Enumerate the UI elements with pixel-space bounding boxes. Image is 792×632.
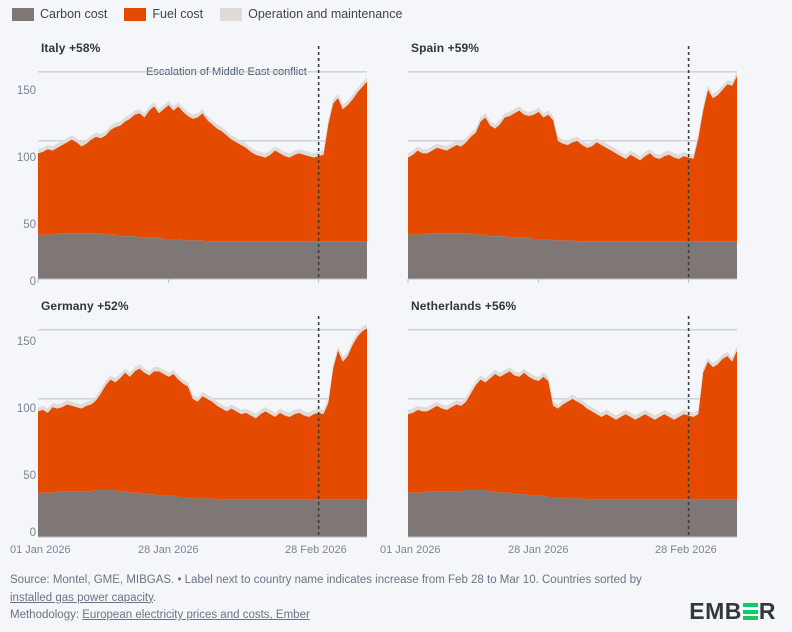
legend-label-operation-maintenance: Operation and maintenance [248,7,403,21]
legend-label-fuel-cost: Fuel cost [152,7,204,21]
panel-title-italy: Italy +58% [41,41,101,55]
y-tick-label-150-italy: 150 [16,85,36,97]
y-tick-label-50-italy: 50 [23,219,36,231]
x-tick-label-right-0: 01 Jan 2026 [380,544,441,556]
footer-attribution: Source: Montel, GME, MIBGAS. • Label nex… [10,572,670,625]
chart-panel-germany [38,316,367,538]
footer-methodology-prefix: Methodology: [10,609,83,621]
footer-source-line: Source: Montel, GME, MIBGAS. • Label nex… [10,574,627,586]
area-series-fuel [408,75,737,242]
panel-title-netherlands: Netherlands +56% [411,299,517,313]
chart-panel-italy [37,46,367,283]
panel-title-spain: Spain +59% [411,41,480,55]
legend-swatch-operation-maintenance [220,7,243,21]
panel-title-germany: Germany +52% [41,299,129,313]
ember-logo-text-part2: R [758,598,776,624]
chart-panel-netherlands [408,316,737,538]
area-series-carbon [38,490,367,537]
chart-legend: Carbon cost Fuel cost Operation and main… [12,7,412,21]
x-tick-label-left-1: 28 Jan 2026 [138,544,199,556]
y-tick-label-150-germany: 150 [16,336,36,348]
legend-label-carbon-cost: Carbon cost [40,7,108,21]
area-series-carbon [408,490,737,537]
legend-item-carbon-cost: Carbon cost [12,7,107,21]
ember-logo-e-icon [742,603,758,620]
legend-swatch-fuel-cost [124,7,147,21]
x-tick-label-right-1: 28 Jan 2026 [508,544,569,556]
area-series-fuel [38,81,367,242]
area-series-carbon [38,233,367,279]
y-tick-label-100-germany: 100 [16,403,36,415]
ember-logo: EMB R [689,598,776,625]
legend-item-fuel-cost: Fuel cost [124,7,203,21]
legend-swatch-carbon-cost [12,7,34,21]
x-tick-label-left-2: 28 Feb 2026 [285,544,347,556]
legend-item-operation-maintenance: Operation and maintenance [220,7,402,21]
footer-source-prefix: by [629,574,642,586]
y-tick-label-0-italy: 0 [29,276,36,288]
ember-logo-text-part1: EMB [689,598,742,624]
area-series-carbon [408,233,737,279]
x-tick-label-left-0: 01 Jan 2026 [10,544,71,556]
footer-source-link[interactable]: installed gas power capacity [10,591,153,604]
footer-methodology-link[interactable]: European electricity prices and costs, E… [82,609,310,621]
x-tick-label-right-2: 28 Feb 2026 [655,544,717,556]
y-tick-label-0-germany: 0 [29,527,36,539]
footer-source-suffix: . [152,591,157,604]
y-tick-label-100-italy: 100 [16,152,36,164]
area-series-fuel [38,328,367,500]
y-tick-label-50-germany: 50 [23,470,36,482]
chart-panel-spain [407,46,737,283]
area-series-fuel [408,350,737,500]
